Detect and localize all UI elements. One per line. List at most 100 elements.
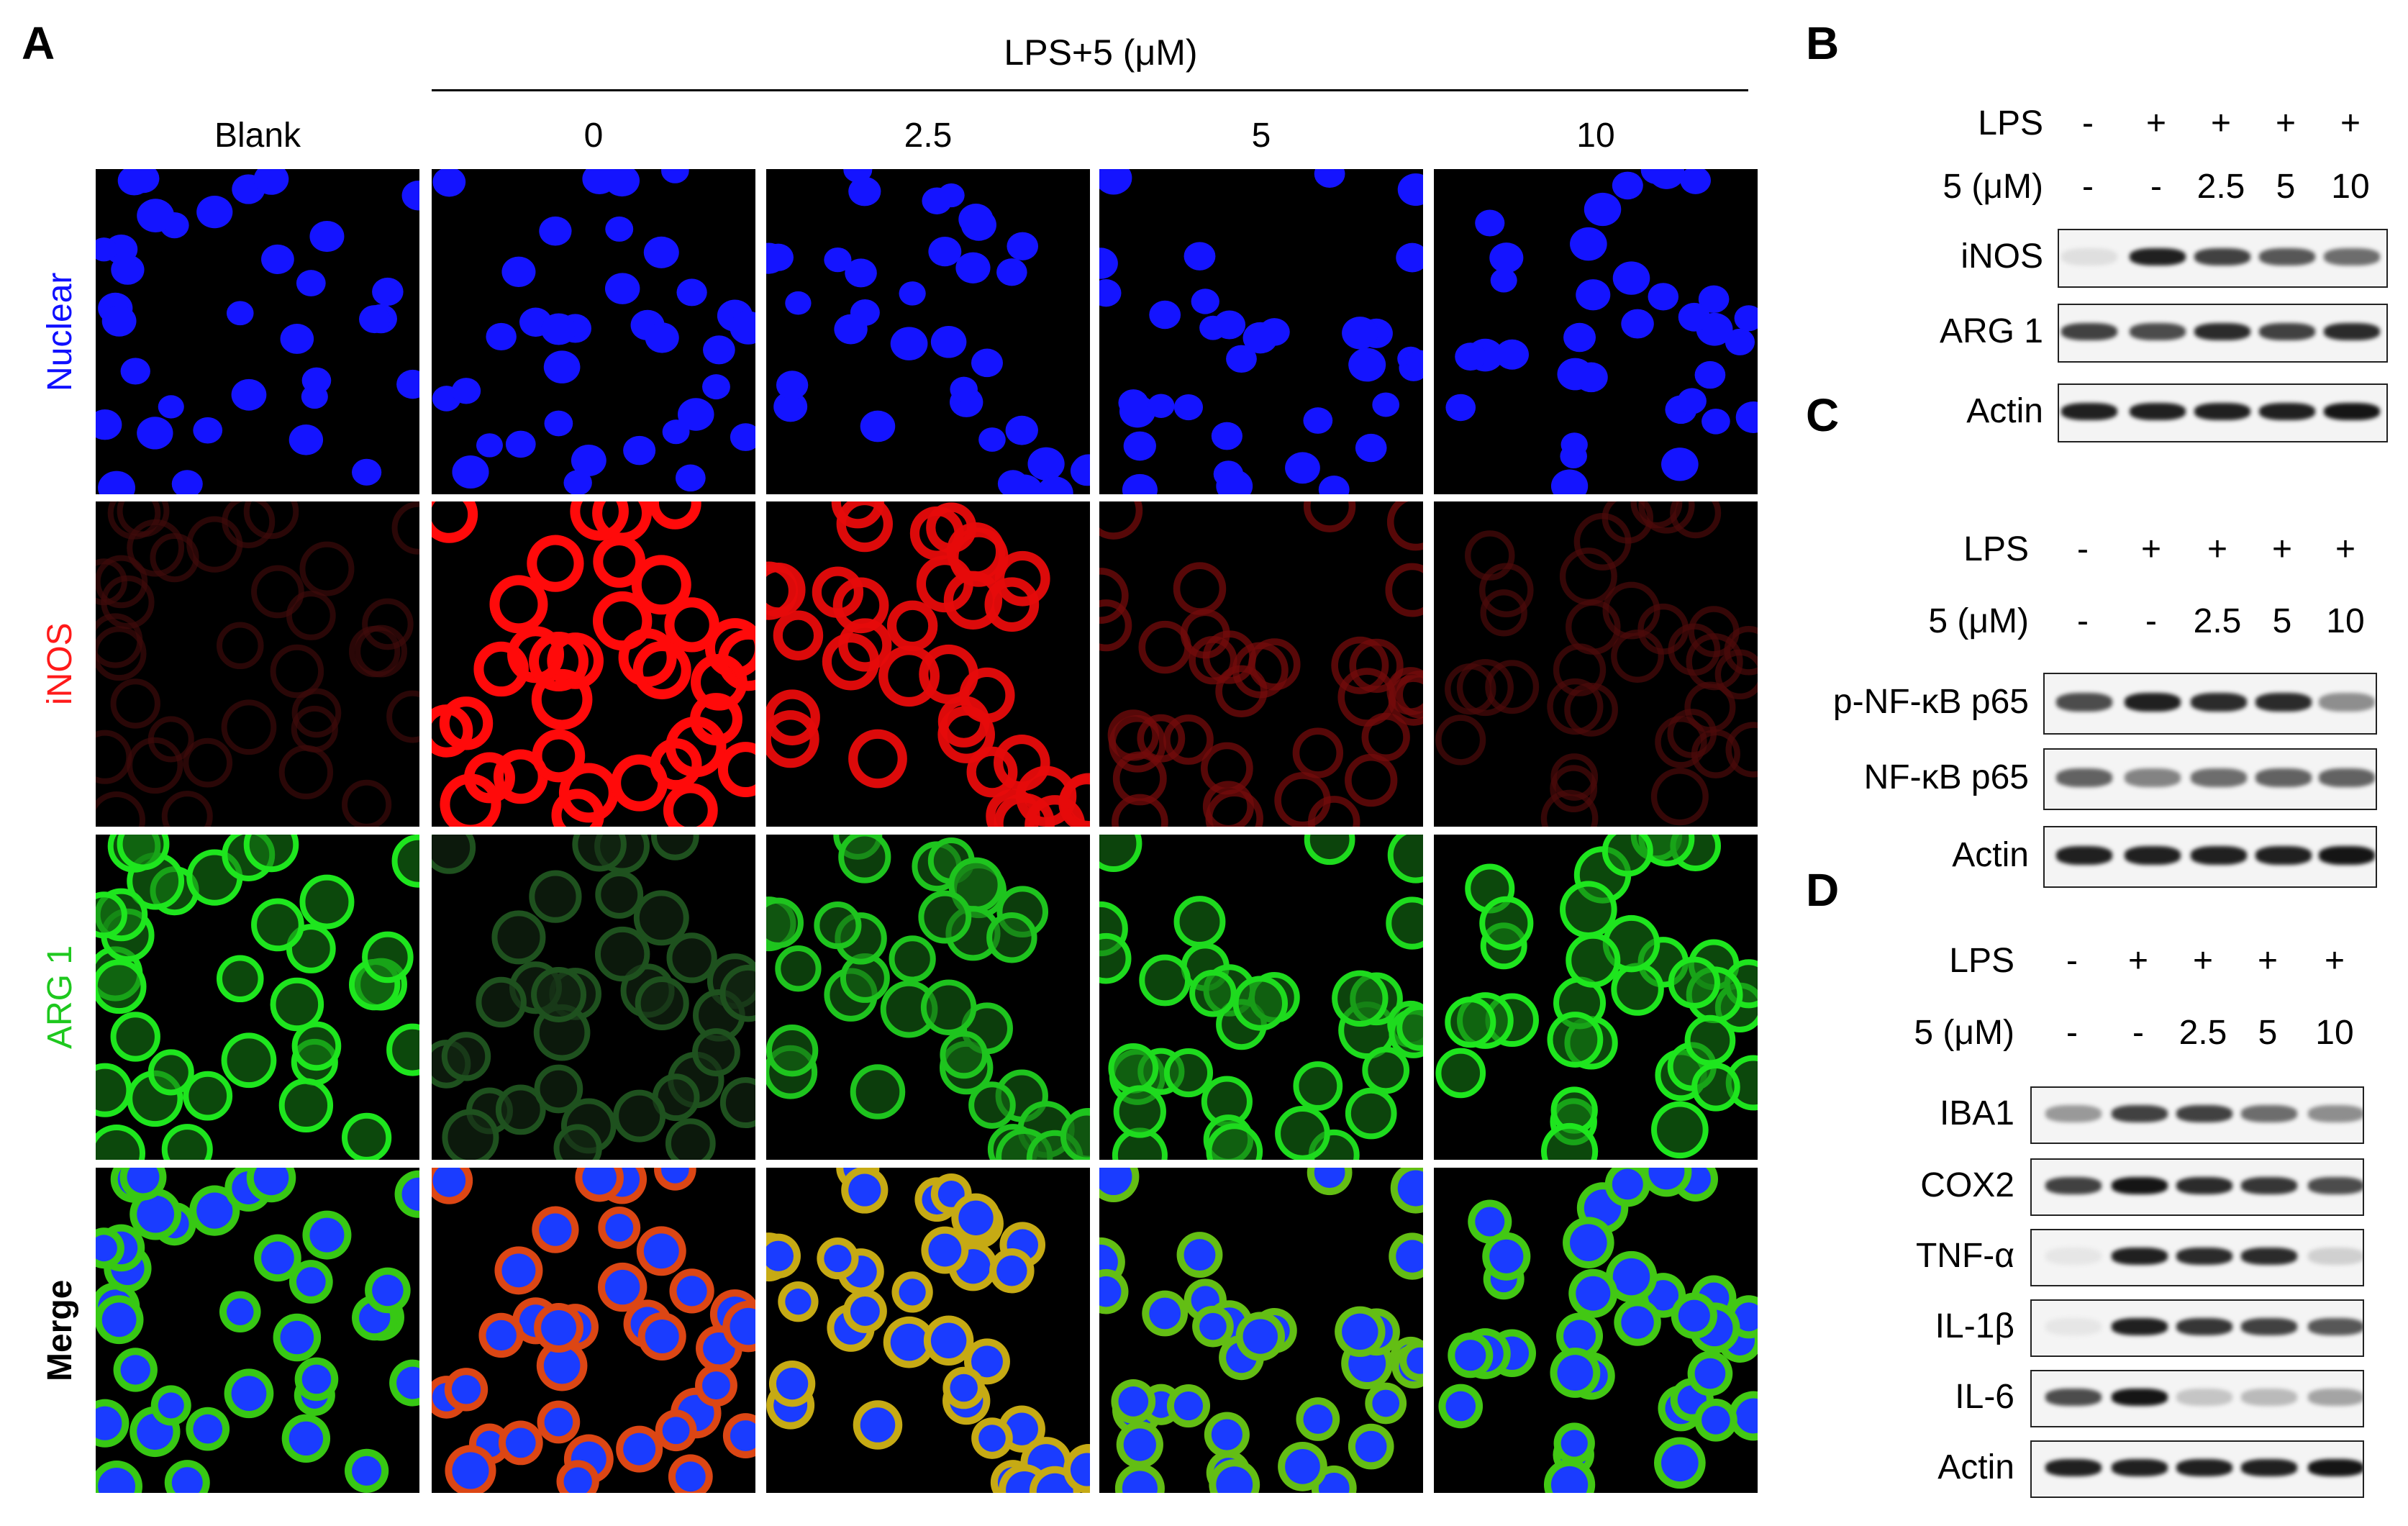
micrograph-svg [766, 169, 1090, 494]
micrograph-1-0 [96, 501, 419, 827]
band-5-3 [2241, 1458, 2297, 1477]
blot-label-1: COX2 [1920, 1166, 2014, 1204]
band-3-0 [2045, 1317, 2102, 1336]
micrograph-2-4 [1434, 835, 1758, 1160]
band-2-3 [2241, 1247, 2297, 1266]
column-label-4: 10 [1576, 117, 1615, 155]
micrograph-svg [1099, 169, 1423, 494]
band-0-4 [2319, 692, 2375, 712]
band-1-2 [2194, 322, 2250, 341]
blot-label-5: Actin [1937, 1448, 2014, 1486]
blot-strip-0 [2030, 1086, 2364, 1144]
dose-value-1: - [2132, 1014, 2144, 1052]
micrograph-3-1 [432, 1168, 755, 1493]
dose-value-2: 2.5 [2178, 1014, 2227, 1052]
band-0-1 [2125, 692, 2181, 712]
band-0-0 [2056, 692, 2112, 712]
blot-label-2: TNF-α [1915, 1237, 2014, 1275]
group-header-label: LPS+5 (μM) [1004, 32, 1198, 73]
lps-value-1: + [2127, 942, 2149, 980]
column-label-0: Blank [214, 117, 301, 155]
micrograph-3-4 [1434, 1168, 1758, 1493]
micrograph-svg [1435, 835, 1758, 1160]
micrograph-2-1 [432, 835, 755, 1160]
band-4-3 [2241, 1388, 2297, 1407]
panel-letter-b: B [1806, 17, 1840, 69]
band-1-3 [2255, 768, 2312, 788]
panel-letter-d: D [1806, 864, 1840, 916]
micrograph-svg [96, 835, 419, 1160]
band-5-4 [2308, 1458, 2363, 1477]
micrograph-0-2 [766, 169, 1090, 494]
band-4-2 [2176, 1388, 2232, 1407]
band-0-0 [2045, 1104, 2102, 1123]
panel-letter-c: C [1806, 389, 1840, 441]
dose-value-4: 10 [2315, 1014, 2354, 1052]
band-1-3 [2241, 1176, 2297, 1195]
dose-label: 5 (μM) [1914, 1014, 2014, 1052]
micrograph-svg [1438, 1168, 1758, 1493]
band-0-2 [2176, 1104, 2232, 1123]
micrograph-svg [96, 1168, 419, 1493]
blot-label-0: Actin [1966, 392, 2043, 430]
band-2-3 [2255, 845, 2312, 866]
column-label-3: 5 [1251, 117, 1271, 155]
micrograph-svg [432, 501, 755, 827]
band-1-2 [2191, 768, 2247, 788]
micrograph-svg [432, 1168, 755, 1493]
lps-value-4: + [2335, 530, 2356, 568]
band-0-2 [2194, 402, 2250, 421]
band-4-4 [2308, 1388, 2363, 1407]
blot-strip-0 [2058, 229, 2388, 288]
lps-value-0: - [2077, 530, 2089, 568]
dose-value-4: 10 [2326, 602, 2365, 640]
dose-value-0: - [2066, 1014, 2078, 1052]
lps-value-2: + [2192, 942, 2214, 980]
band-2-1 [2112, 1247, 2168, 1266]
dose-label: 5 (μM) [1943, 168, 2043, 206]
band-1-1 [2125, 768, 2181, 788]
band-4-1 [2112, 1388, 2168, 1407]
blot-strip-0 [2043, 673, 2377, 735]
band-0-1 [2130, 402, 2186, 421]
panel-letter-a: A [22, 17, 55, 69]
micrograph-svg [96, 501, 419, 827]
lps-value-0: - [2082, 104, 2094, 142]
micrograph-2-0 [96, 835, 419, 1160]
lps-value-0: - [2066, 942, 2078, 980]
lps-value-1: + [2140, 530, 2162, 568]
dose-value-3: 5 [2272, 602, 2292, 640]
dose-value-1: - [2145, 602, 2157, 640]
column-label-2: 2.5 [904, 117, 953, 155]
dose-value-3: 5 [2258, 1014, 2278, 1052]
micrograph-svg [766, 835, 1090, 1160]
blot-label-3: IL-1β [1935, 1307, 2014, 1345]
micrograph-svg [1099, 835, 1423, 1160]
band-0-3 [2241, 1104, 2297, 1123]
micrograph-0-4 [1434, 169, 1758, 494]
lps-value-3: + [2257, 942, 2278, 980]
column-label-1: 0 [583, 117, 604, 155]
micrograph-svg [1435, 501, 1758, 827]
micrograph-1-3 [1099, 501, 1423, 827]
blot-label-0: IBA1 [1939, 1094, 2014, 1132]
micrograph-3-3 [1099, 1168, 1423, 1493]
band-3-2 [2176, 1317, 2232, 1336]
band-0-1 [2112, 1104, 2168, 1123]
band-1-3 [2259, 322, 2315, 341]
band-2-0 [2045, 1247, 2102, 1266]
band-1-1 [2112, 1176, 2168, 1195]
band-0-4 [2324, 247, 2380, 266]
lps-label: LPS [1949, 942, 2014, 980]
blot-strip-0 [2058, 383, 2388, 442]
band-2-2 [2191, 845, 2247, 866]
lps-value-4: + [2340, 104, 2361, 142]
micrograph-svg [766, 1168, 1090, 1493]
blot-strip-1 [2043, 748, 2377, 810]
blot-label-0: iNOS [1961, 237, 2043, 276]
lps-value-3: + [2275, 104, 2296, 142]
dose-value-3: 5 [2276, 168, 2296, 206]
lps-value-4: + [2324, 942, 2345, 980]
band-1-4 [2324, 322, 2380, 341]
band-1-4 [2319, 768, 2375, 788]
